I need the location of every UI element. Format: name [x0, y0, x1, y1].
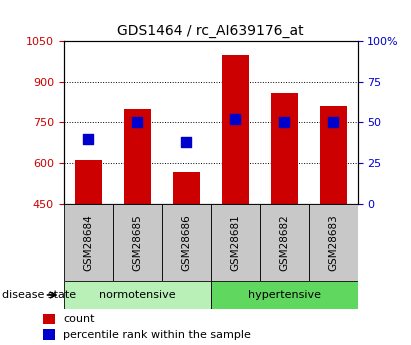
Bar — [260, 204, 309, 281]
Bar — [162, 204, 211, 281]
Text: normotensive: normotensive — [99, 290, 175, 300]
Bar — [43, 314, 55, 324]
Bar — [270, 93, 298, 204]
Text: GSM28683: GSM28683 — [328, 214, 338, 271]
Point — [183, 139, 189, 145]
Text: count: count — [63, 314, 95, 324]
Bar — [320, 106, 346, 204]
Bar — [64, 204, 113, 281]
Bar — [211, 204, 260, 281]
Bar — [173, 172, 200, 204]
Bar — [43, 329, 55, 340]
Text: GSM28684: GSM28684 — [83, 214, 93, 271]
Point — [330, 120, 336, 125]
Point — [281, 120, 287, 125]
Text: GSM28685: GSM28685 — [132, 214, 142, 271]
Text: GSM28682: GSM28682 — [279, 214, 289, 271]
Bar — [309, 204, 358, 281]
Bar — [211, 281, 358, 309]
Point — [85, 136, 92, 141]
Point — [232, 117, 238, 122]
Text: GSM28686: GSM28686 — [181, 214, 191, 271]
Bar — [113, 204, 162, 281]
Text: percentile rank within the sample: percentile rank within the sample — [63, 330, 251, 340]
Bar — [64, 281, 210, 309]
Text: GSM28681: GSM28681 — [230, 214, 240, 271]
Bar — [124, 109, 151, 204]
Text: disease state: disease state — [2, 290, 76, 300]
Bar — [222, 55, 249, 204]
Text: hypertensive: hypertensive — [247, 290, 321, 300]
Point — [134, 120, 141, 125]
Title: GDS1464 / rc_AI639176_at: GDS1464 / rc_AI639176_at — [117, 23, 304, 38]
Bar — [75, 160, 102, 204]
